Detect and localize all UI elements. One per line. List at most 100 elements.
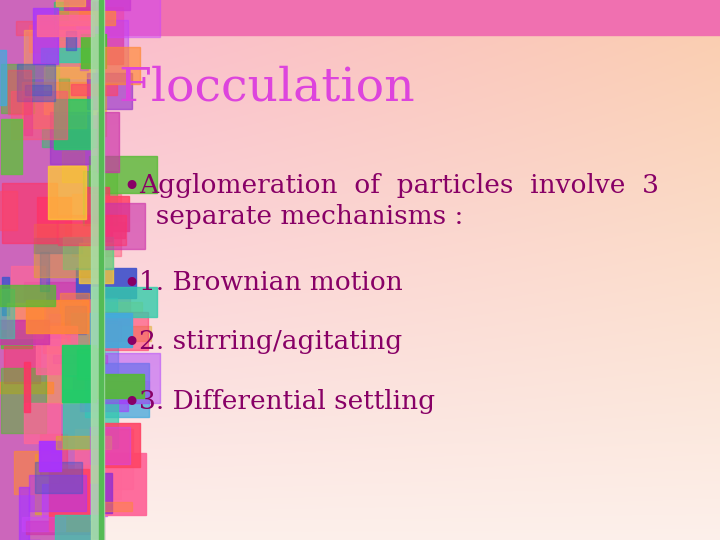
Bar — [48, 166, 86, 219]
Bar — [96, 312, 148, 349]
Bar — [80, 400, 128, 411]
Bar — [102, 47, 140, 84]
Bar — [0, 382, 53, 393]
Bar — [63, 390, 118, 448]
Bar — [54, 3, 68, 40]
Bar — [1, 368, 46, 433]
Bar — [85, 187, 109, 225]
Bar — [96, 0, 160, 37]
Bar — [103, 326, 150, 341]
Bar — [97, 112, 120, 172]
Bar — [50, 112, 91, 164]
Bar — [59, 78, 69, 129]
Bar — [102, 214, 112, 241]
Text: •: • — [122, 173, 140, 202]
Bar — [101, 298, 117, 323]
Bar — [24, 362, 30, 412]
Bar — [24, 30, 91, 78]
Bar — [55, 22, 99, 49]
Bar — [32, 8, 58, 64]
Bar — [64, 0, 130, 10]
Bar — [17, 64, 55, 101]
Bar — [91, 0, 104, 540]
Bar — [73, 347, 91, 401]
Bar — [59, 465, 121, 499]
Text: •: • — [122, 389, 140, 418]
Bar — [26, 522, 93, 535]
Bar — [35, 454, 59, 514]
Bar — [65, 306, 86, 334]
Bar — [49, 469, 89, 531]
Bar — [62, 346, 96, 402]
Bar — [0, 0, 104, 540]
Bar — [43, 323, 90, 353]
Bar — [1, 64, 35, 113]
Bar — [58, 215, 126, 245]
Bar — [24, 282, 89, 300]
Bar — [66, 221, 125, 238]
Bar — [0, 289, 14, 338]
Bar — [14, 451, 50, 495]
Bar — [0, 50, 6, 105]
Bar — [41, 48, 94, 62]
Bar — [35, 462, 82, 492]
Text: 1. Brownian motion: 1. Brownian motion — [139, 270, 402, 295]
Bar — [104, 453, 146, 515]
Bar — [0, 191, 17, 230]
Bar — [98, 85, 107, 137]
Bar — [101, 203, 145, 249]
Text: 3. Differential settling: 3. Differential settling — [139, 389, 435, 414]
Bar — [63, 237, 113, 269]
Bar — [71, 84, 117, 94]
Bar — [55, 0, 85, 5]
Bar — [34, 224, 101, 276]
Bar — [7, 303, 43, 338]
Bar — [12, 266, 45, 318]
Bar — [79, 7, 122, 64]
Bar — [84, 171, 117, 225]
Bar — [26, 300, 88, 333]
Bar — [30, 25, 75, 51]
Bar — [80, 31, 88, 70]
Text: •: • — [122, 270, 140, 299]
Text: Flocculation: Flocculation — [119, 65, 415, 110]
Bar — [82, 288, 130, 325]
Bar — [37, 15, 94, 36]
Bar — [44, 68, 105, 114]
Bar — [66, 31, 76, 50]
Bar — [103, 423, 140, 467]
Bar — [79, 243, 113, 283]
Bar — [24, 403, 60, 443]
Bar — [96, 381, 149, 403]
Bar — [35, 326, 77, 374]
Bar — [54, 99, 92, 148]
Bar — [25, 85, 51, 94]
Bar — [1, 119, 22, 174]
Bar — [100, 196, 129, 231]
Bar — [7, 70, 31, 114]
Bar — [76, 268, 135, 298]
Bar — [1, 330, 32, 348]
Bar — [99, 302, 142, 312]
Bar — [48, 339, 86, 403]
Bar — [101, 310, 117, 339]
Bar — [55, 515, 100, 540]
Bar — [42, 484, 107, 516]
Bar — [2, 183, 58, 243]
Bar — [71, 313, 132, 347]
Bar — [19, 320, 49, 342]
Bar — [92, 374, 145, 398]
Bar — [53, 355, 107, 363]
Bar — [98, 502, 132, 510]
Bar — [65, 338, 117, 376]
Bar — [39, 441, 60, 471]
Bar — [57, 11, 115, 25]
Bar — [63, 151, 84, 182]
Bar — [67, 321, 121, 341]
Bar — [22, 82, 86, 129]
Bar — [91, 287, 157, 317]
Text: 2. stirring/agitating: 2. stirring/agitating — [139, 329, 402, 354]
Bar — [37, 197, 71, 244]
Bar — [22, 517, 66, 531]
Bar — [49, 314, 60, 345]
